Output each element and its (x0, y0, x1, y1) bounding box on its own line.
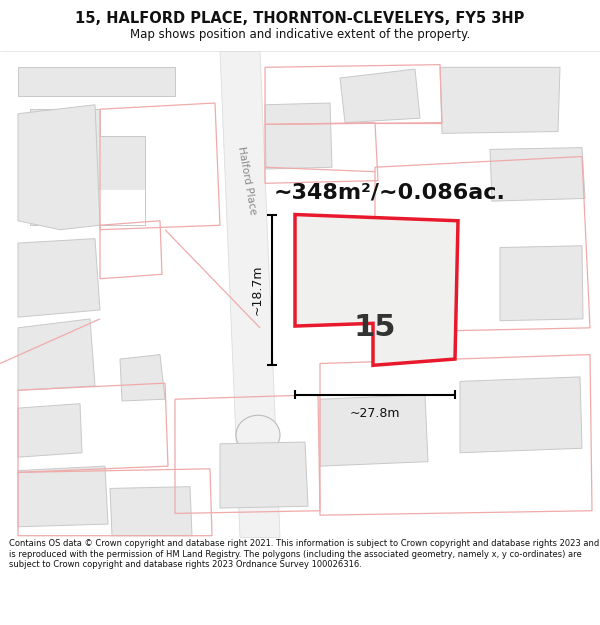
Circle shape (236, 415, 280, 454)
Polygon shape (110, 487, 192, 536)
Polygon shape (320, 395, 428, 466)
Text: ~27.8m: ~27.8m (350, 408, 400, 420)
Polygon shape (340, 69, 420, 122)
Polygon shape (95, 189, 145, 225)
Polygon shape (18, 466, 108, 527)
Polygon shape (500, 246, 583, 321)
Polygon shape (18, 68, 175, 96)
Polygon shape (18, 239, 100, 317)
Polygon shape (120, 354, 165, 401)
Polygon shape (460, 377, 582, 452)
Text: ~348m²/~0.086ac.: ~348m²/~0.086ac. (274, 182, 506, 203)
Text: Map shows position and indicative extent of the property.: Map shows position and indicative extent… (130, 28, 470, 41)
Polygon shape (295, 214, 458, 365)
Text: Contains OS data © Crown copyright and database right 2021. This information is : Contains OS data © Crown copyright and d… (9, 539, 599, 569)
Polygon shape (490, 148, 585, 201)
Polygon shape (220, 51, 280, 538)
Polygon shape (220, 442, 308, 508)
Polygon shape (18, 105, 100, 230)
Polygon shape (265, 103, 332, 169)
Text: ~18.7m: ~18.7m (251, 264, 264, 315)
Polygon shape (30, 109, 145, 225)
Polygon shape (18, 404, 82, 458)
Text: 15: 15 (354, 313, 396, 342)
Polygon shape (440, 68, 560, 133)
Text: 15, HALFORD PLACE, THORNTON-CLEVELEYS, FY5 3HP: 15, HALFORD PLACE, THORNTON-CLEVELEYS, F… (76, 11, 524, 26)
Polygon shape (18, 319, 95, 390)
Text: Halford Place: Halford Place (236, 146, 258, 216)
